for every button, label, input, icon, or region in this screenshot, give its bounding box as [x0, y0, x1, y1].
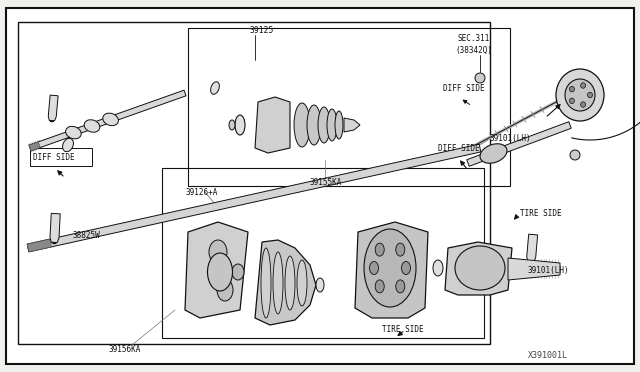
Ellipse shape	[580, 83, 586, 88]
Polygon shape	[344, 118, 360, 132]
Polygon shape	[255, 240, 316, 325]
Ellipse shape	[294, 103, 310, 147]
Ellipse shape	[318, 107, 330, 143]
Ellipse shape	[396, 243, 404, 256]
Ellipse shape	[480, 144, 507, 163]
Polygon shape	[50, 214, 60, 243]
Text: 39155KA: 39155KA	[310, 177, 342, 186]
Polygon shape	[255, 97, 290, 153]
Bar	[162, 168, 484, 338]
Ellipse shape	[297, 260, 307, 306]
Ellipse shape	[375, 243, 384, 256]
Text: TIRE SIDE: TIRE SIDE	[382, 326, 424, 334]
Ellipse shape	[229, 120, 235, 130]
Text: X391001L: X391001L	[528, 350, 568, 359]
Polygon shape	[52, 242, 56, 243]
Bar	[18, 22, 490, 344]
Text: TIRE SIDE: TIRE SIDE	[520, 208, 562, 218]
Ellipse shape	[65, 126, 81, 139]
Polygon shape	[529, 261, 533, 263]
Ellipse shape	[316, 278, 324, 292]
Polygon shape	[51, 121, 53, 122]
Polygon shape	[508, 258, 560, 280]
Bar	[188, 28, 510, 186]
Ellipse shape	[401, 262, 410, 275]
Ellipse shape	[588, 92, 593, 98]
Polygon shape	[48, 95, 58, 121]
Ellipse shape	[232, 264, 244, 280]
Ellipse shape	[580, 102, 586, 107]
Ellipse shape	[235, 115, 245, 135]
Polygon shape	[27, 144, 481, 252]
Text: 39101(LH): 39101(LH)	[490, 134, 532, 142]
Bar	[30, 148, 92, 166]
Text: DIFF SIDE: DIFF SIDE	[33, 153, 75, 161]
Ellipse shape	[84, 120, 100, 132]
Ellipse shape	[335, 111, 343, 139]
Ellipse shape	[396, 280, 404, 293]
Ellipse shape	[565, 79, 595, 111]
Ellipse shape	[327, 109, 337, 141]
Ellipse shape	[556, 69, 604, 121]
Polygon shape	[529, 262, 532, 263]
Text: DIFF SIDE: DIFF SIDE	[438, 144, 479, 153]
Ellipse shape	[207, 253, 232, 291]
Text: 39125: 39125	[250, 26, 275, 35]
Polygon shape	[355, 222, 428, 318]
Text: DIFF SIDE: DIFF SIDE	[443, 83, 484, 93]
Text: 39156KA: 39156KA	[108, 346, 140, 355]
Polygon shape	[29, 142, 40, 151]
Ellipse shape	[570, 86, 575, 92]
Polygon shape	[445, 242, 512, 295]
Polygon shape	[52, 243, 56, 244]
Ellipse shape	[433, 260, 443, 276]
Ellipse shape	[475, 73, 485, 83]
Polygon shape	[50, 121, 54, 122]
Ellipse shape	[570, 98, 575, 104]
Ellipse shape	[217, 279, 233, 301]
Text: (38342Q): (38342Q)	[455, 45, 492, 55]
Ellipse shape	[570, 150, 580, 160]
Ellipse shape	[375, 280, 384, 293]
Polygon shape	[527, 234, 538, 262]
Ellipse shape	[285, 256, 295, 310]
Ellipse shape	[261, 248, 271, 318]
Ellipse shape	[364, 229, 416, 307]
Polygon shape	[27, 239, 51, 252]
Ellipse shape	[369, 262, 378, 275]
Ellipse shape	[307, 105, 321, 145]
Text: 39126+A: 39126+A	[185, 187, 218, 196]
Text: 38825W: 38825W	[72, 231, 100, 240]
Ellipse shape	[455, 246, 505, 290]
Polygon shape	[29, 90, 186, 151]
Ellipse shape	[209, 240, 227, 264]
Ellipse shape	[103, 113, 118, 126]
Polygon shape	[467, 122, 572, 166]
Polygon shape	[185, 222, 248, 318]
Text: SEC.311: SEC.311	[458, 33, 490, 42]
Ellipse shape	[63, 138, 74, 152]
Ellipse shape	[211, 82, 220, 94]
Text: 39101(LH): 39101(LH)	[528, 266, 570, 275]
Ellipse shape	[273, 252, 283, 314]
